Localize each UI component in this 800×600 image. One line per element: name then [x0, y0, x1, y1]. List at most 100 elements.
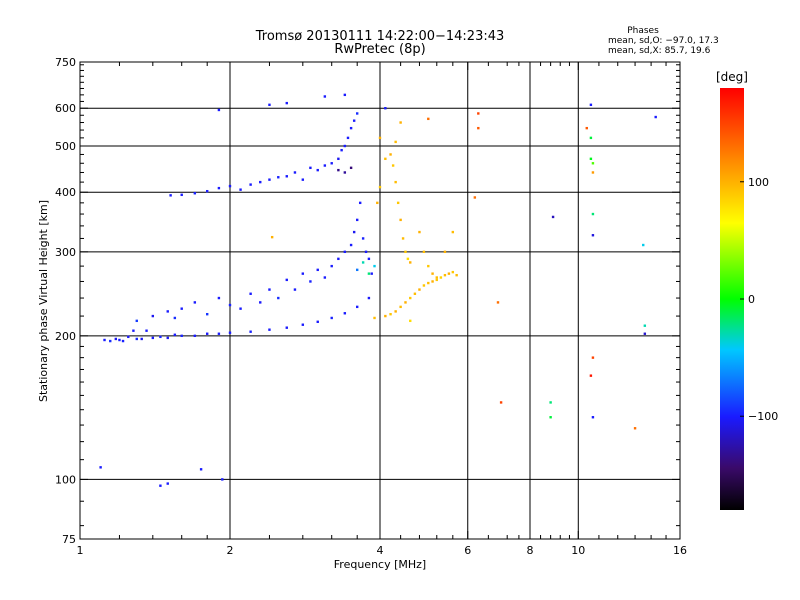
chart-subtitle: RwPretec (8p) [334, 42, 425, 57]
data-point-o [268, 103, 271, 107]
y-axis-label: Stationary phase Virtual Height [km] [37, 200, 50, 402]
data-point-o [323, 95, 327, 98]
stats-o-line: mean, sd,O: −97.0, 17.3 [608, 36, 719, 46]
x-tick-label: 10 [571, 544, 585, 557]
data-point-x [378, 136, 382, 140]
data-point-o [349, 126, 353, 130]
data-point-o [358, 201, 362, 205]
data-point-o [340, 148, 343, 152]
data-point-x [391, 164, 395, 167]
data-point-o [166, 310, 169, 313]
data-point-o [591, 234, 595, 237]
data-point-o [367, 296, 371, 300]
data-point-o [151, 336, 155, 340]
data-point-x [406, 257, 410, 261]
data-point-x [413, 292, 417, 295]
data-point-o [221, 478, 224, 481]
data-point-o [337, 168, 340, 172]
data-point-o [285, 175, 288, 178]
data-point-o [343, 93, 347, 97]
data-point-x [378, 185, 382, 189]
data-point-o [330, 264, 333, 268]
data-point-x [418, 230, 421, 234]
data-point-x [443, 273, 447, 277]
data-point-o [316, 320, 319, 323]
data-point-o [309, 280, 312, 283]
data-point-o [217, 186, 221, 190]
data-point-o [259, 301, 262, 304]
data-point-x [431, 272, 434, 275]
plot-frame [79, 61, 681, 540]
y-tick-label: 200 [55, 330, 76, 343]
data-point-o [268, 178, 271, 181]
data-point-o [346, 136, 350, 140]
x-axis-label: Frequency [MHz] [334, 558, 426, 571]
data-point-x [394, 180, 397, 184]
data-point-o [166, 336, 169, 340]
data-point-x [396, 201, 400, 205]
data-point-o [228, 331, 232, 334]
data-point-x [409, 319, 412, 323]
data-point-o [355, 268, 359, 272]
data-point-x [389, 153, 392, 156]
data-point-x [585, 126, 588, 130]
data-point-x [399, 121, 402, 124]
data-point-o [367, 257, 371, 261]
data-point-o [140, 337, 143, 341]
data-point-o [193, 334, 197, 338]
data-point-o [239, 188, 242, 191]
stats-x-line: mean, sd,X: 85.7, 19.6 [608, 46, 711, 56]
data-point-o [159, 484, 162, 487]
data-point-x [589, 374, 593, 377]
y-tick-label: 750 [55, 56, 76, 69]
data-point-x [589, 136, 593, 140]
data-point-o [364, 250, 368, 254]
x-tick-label: 2 [227, 544, 234, 557]
data-point-o [337, 157, 340, 161]
data-point-o [330, 162, 333, 165]
colorbar-tick-label: 0 [748, 293, 755, 306]
data-point-x [443, 250, 447, 254]
data-point-x [591, 212, 595, 216]
x-tick-label: 6 [464, 544, 471, 557]
data-point-o [205, 189, 209, 193]
data-point-o [217, 108, 221, 112]
data-point-x [477, 126, 480, 130]
data-point-x [404, 250, 407, 254]
data-point-o [343, 312, 347, 315]
data-point-x [591, 356, 595, 359]
data-point-x [409, 261, 412, 264]
y-tick-label: 75 [62, 533, 76, 546]
data-point-o [285, 326, 288, 329]
data-point-x [427, 117, 430, 121]
data-point-o [301, 323, 305, 326]
data-point-o [355, 218, 359, 222]
data-point-o [293, 288, 297, 291]
y-tick-label: 300 [55, 246, 76, 259]
data-point-o [249, 292, 252, 295]
data-point-o [654, 115, 657, 119]
data-point-x [394, 310, 397, 313]
data-point-o [361, 237, 365, 240]
data-point-x [394, 140, 397, 144]
data-point-x [633, 427, 637, 430]
data-point-o [135, 337, 138, 341]
data-point-x [589, 157, 593, 161]
data-point-o [114, 337, 118, 341]
data-point-o [349, 166, 353, 170]
data-point-x [451, 270, 455, 274]
data-point-x [427, 281, 430, 285]
data-point-x [422, 284, 426, 287]
data-point-o [145, 329, 148, 332]
data-point-x [435, 276, 438, 279]
data-point-o [180, 307, 183, 310]
data-point-o [591, 416, 595, 419]
data-point-o [384, 107, 387, 110]
data-point-o [166, 482, 169, 485]
colorbar: [deg] 100 0 −100 [716, 70, 778, 510]
data-point-o [337, 257, 340, 261]
data-point-o [159, 335, 162, 339]
minor-ticks [80, 62, 680, 539]
data-point-x [439, 276, 443, 279]
